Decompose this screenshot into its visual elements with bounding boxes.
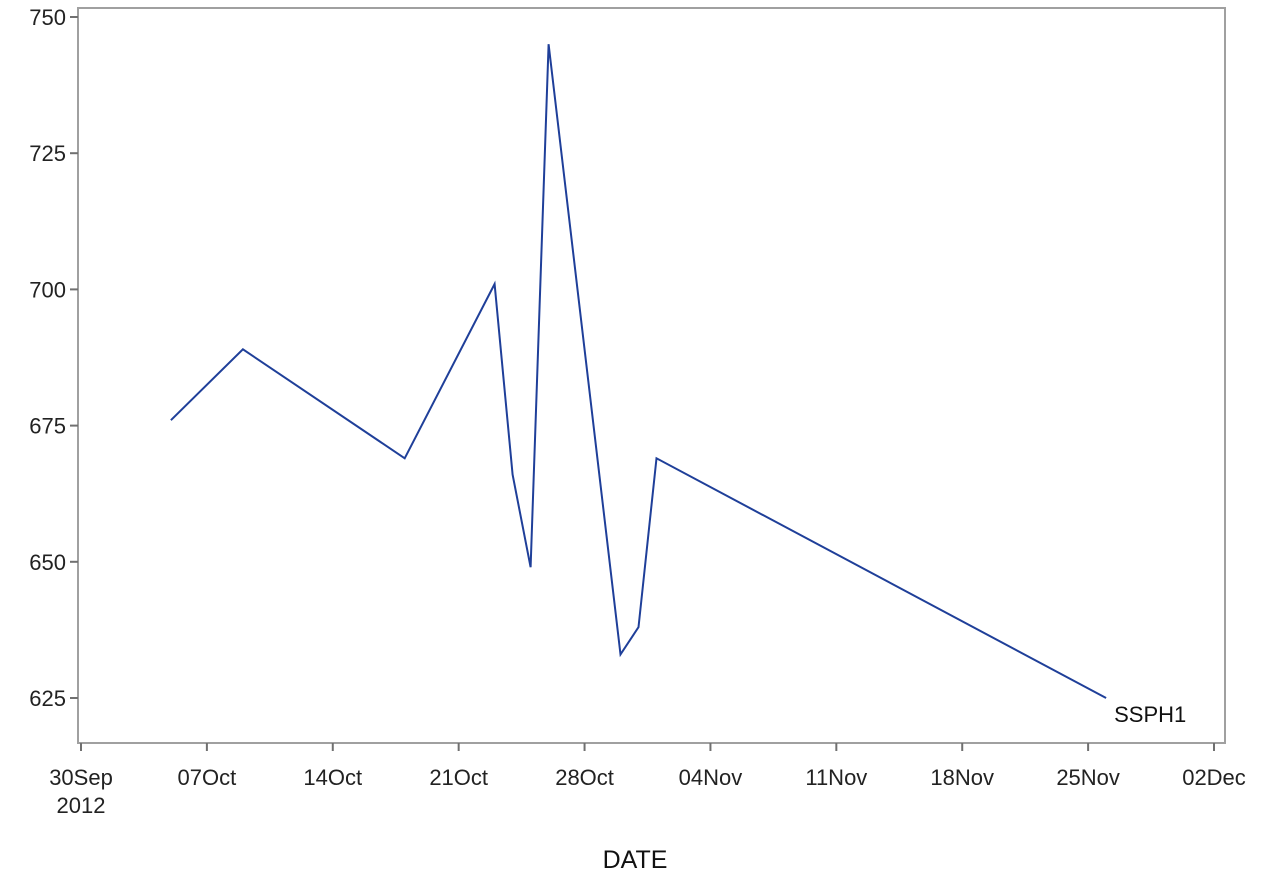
series-layer: SSPH1: [170, 44, 1186, 727]
x-tick-label-year: 2012: [57, 793, 106, 818]
series-line-ssph1: [170, 44, 1107, 699]
x-axis-title: DATE: [603, 846, 668, 874]
y-tick-label: 625: [29, 686, 66, 711]
x-tick-label: 18Nov: [930, 765, 994, 790]
x-tick-label: 14Oct: [303, 765, 362, 790]
y-tick-label: 675: [29, 414, 66, 439]
y-tick-label: 750: [29, 5, 66, 30]
x-tick-label: 21Oct: [429, 765, 488, 790]
x-tick-label: 25Nov: [1056, 765, 1120, 790]
y-tick-label: 700: [29, 277, 66, 302]
x-tick-label: 11Nov: [805, 765, 867, 790]
x-tick-label: 07Oct: [178, 765, 237, 790]
y-tick-label: 725: [29, 141, 66, 166]
x-tick-label: 02Dec: [1182, 765, 1246, 790]
y-axis: 625 650 675 700 725 750: [29, 5, 78, 711]
x-axis: 30Sep 2012 07Oct 14Oct 21Oct 28Oct 04Nov 11Nov 1…: [49, 743, 1246, 818]
plot-frame: [77, 7, 1226, 744]
x-tick-label: 28Oct: [555, 765, 614, 790]
x-tick-label: 04Nov: [679, 765, 743, 790]
x-tick-label: 30Sep: [49, 765, 113, 790]
series-label: SSPH1: [1114, 702, 1186, 727]
y-tick-label: 650: [29, 550, 66, 575]
